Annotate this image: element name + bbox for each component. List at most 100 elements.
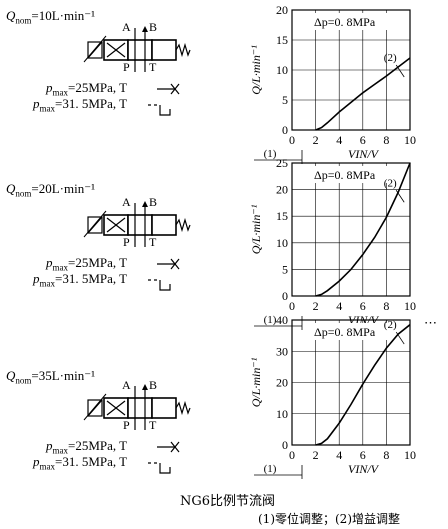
annotation-bg — [310, 13, 388, 30]
flow-path-cross-2 — [106, 400, 126, 416]
port-b-arrowhead — [142, 201, 148, 207]
tank-symbol — [159, 105, 171, 116]
pmax-25-label: pmax=25MPa, T — [46, 438, 128, 456]
gain-adjust-marker: (2) — [384, 52, 397, 64]
spring-symbol — [175, 42, 191, 58]
valve-envelope-3 — [151, 214, 177, 236]
x-tick-label: 8 — [383, 448, 389, 462]
gain-leader — [395, 64, 405, 78]
x-tick-label: 6 — [360, 133, 366, 147]
gain-leader — [395, 190, 405, 203]
figure-legend: (1)零位调整；(2)增益调整 — [258, 512, 400, 526]
pmax-315-label: pmax=31. 5MPa, T — [33, 96, 128, 114]
port-t-label: T — [149, 235, 157, 249]
x-tick-label: 2 — [313, 299, 319, 313]
flow-path-cross-2 — [106, 42, 126, 58]
pmax-315-label: pmax=31. 5MPa, T — [33, 271, 128, 289]
zero-adjust-marker: (1) — [264, 463, 277, 475]
port-p-label: P — [123, 235, 130, 249]
port-t-label: T — [149, 418, 157, 432]
spring-symbol — [175, 400, 191, 416]
figure-title: NG6比例节流阀 — [180, 494, 276, 509]
x-tick-label: 10 — [404, 133, 416, 147]
gain-adjust-marker: (2) — [384, 177, 397, 189]
x-tick-label: 2 — [313, 133, 319, 147]
x-tick-label: 10 — [404, 448, 416, 462]
flow-curve — [315, 57, 411, 131]
ellipsis: ⋯ — [424, 316, 437, 331]
y-tick-label: 5 — [282, 93, 288, 107]
solenoid-diagonal — [87, 41, 103, 59]
gain-leader — [395, 331, 405, 345]
port-a-label: A — [122, 20, 131, 34]
port-b-label: B — [149, 20, 158, 34]
y-tick-label: 10 — [276, 407, 288, 421]
x-tick-label: 6 — [360, 299, 366, 313]
y-axis-label: Q/L·min⁻¹ — [249, 204, 263, 254]
zero-adjust-marker: (1) — [264, 314, 277, 326]
y-tick-label: 10 — [276, 63, 288, 77]
y-tick-label: 15 — [276, 33, 288, 47]
flow-label-2: Qnom=20L·min⁻¹ — [6, 181, 95, 199]
tank-symbol — [159, 463, 171, 474]
x-tick-label: 0 — [289, 299, 295, 313]
chart-3: 0 2 4 6 8 10 0 10 20 30 40 Q/L·min⁻¹ VIN/V (1) Δp=0. 8… — [249, 313, 416, 479]
proportional-arrow — [83, 35, 107, 63]
y-tick-label: 10 — [276, 236, 288, 250]
port-a-label: A — [122, 195, 131, 209]
flow-path-cross-2 — [106, 217, 126, 233]
x-tick-label: 0 — [289, 448, 295, 462]
plot-frame — [291, 9, 411, 131]
port-p-label: P — [123, 60, 130, 74]
tank-symbol — [159, 280, 171, 291]
spring-symbol — [175, 217, 191, 233]
y-tick-label: 20 — [276, 183, 288, 197]
pressure-annotation: Δp=0. 8MPa — [314, 168, 376, 182]
port-a-label: A — [122, 378, 131, 392]
valve-envelope-2 — [127, 214, 153, 236]
y-tick-label: 0 — [282, 438, 288, 452]
plot-frame — [291, 162, 411, 297]
gain-adjust-marker: (2) — [384, 319, 397, 331]
pmax-25-label: pmax=25MPa, T — [46, 80, 128, 98]
y-tick-label: 0 — [282, 123, 288, 137]
flow-label-1: Qnom=10L·min⁻¹ — [6, 8, 95, 26]
proportional-arrow — [83, 393, 107, 421]
y-tick-label: 25 — [276, 156, 288, 170]
x-tick-label: 10 — [404, 299, 416, 313]
proportional-arrow — [83, 210, 107, 238]
port-b-arrowhead — [142, 384, 148, 390]
pressure-annotation: Δp=0. 8MPa — [314, 325, 376, 339]
flow-curve — [315, 162, 411, 297]
flow-curve — [315, 324, 411, 446]
annotation-bg — [310, 323, 388, 340]
valve-symbol-3 — [83, 384, 191, 430]
pmax-25-label: pmax=25MPa, T — [46, 255, 128, 273]
annotation-bg — [310, 166, 388, 183]
port-b-label: B — [149, 378, 158, 392]
chart-2: 0 2 4 6 8 100510152025Q/L·min⁻¹VIN/V(1)Δp=0. … — [249, 156, 416, 330]
port-p-label: P — [123, 418, 130, 432]
chart-1: 0 2 4 6 8 10 0 5 10 15 20 Q/L·min⁻¹ VIN/V (1) Δp=0. 8M… — [249, 3, 416, 164]
flow-label-3: Qnom=35L·min⁻¹ — [6, 368, 95, 386]
y-tick-label: 0 — [282, 289, 288, 303]
valve-envelope-2 — [127, 397, 153, 419]
valve-symbol-1 — [83, 26, 191, 72]
y-tick-label: 5 — [282, 262, 288, 276]
pmax-315-label: pmax=31. 5MPa, T — [33, 454, 128, 472]
port-b-label: B — [149, 195, 158, 209]
blocked-cross-2 — [170, 83, 180, 95]
x-tick-label: 4 — [336, 133, 342, 147]
valve-envelope-3 — [151, 39, 177, 61]
y-tick-label: 20 — [276, 376, 288, 390]
y-tick-label: 40 — [276, 313, 288, 327]
plot-frame — [291, 319, 411, 446]
x-axis-label: VIN/V — [348, 462, 380, 476]
blocked-cross-2 — [170, 258, 180, 270]
y-axis-label: Q/L·min⁻¹ — [249, 45, 263, 95]
y-tick-label: 15 — [276, 209, 288, 223]
port-b-arrowhead — [142, 26, 148, 32]
zero-adjust-marker: (1) — [264, 148, 277, 160]
